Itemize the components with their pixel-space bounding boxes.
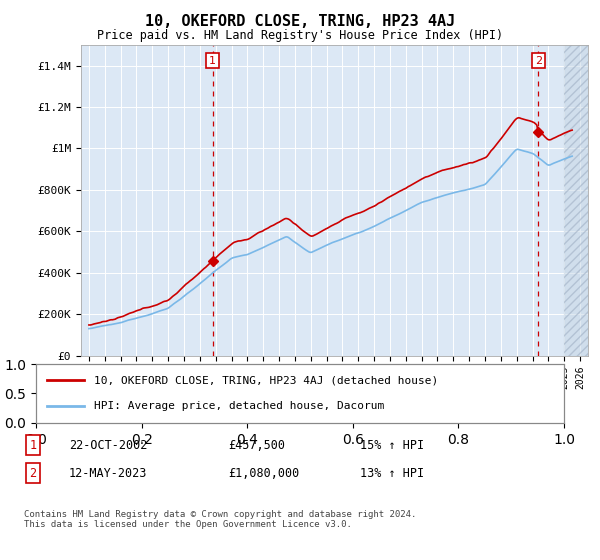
Text: 1: 1	[209, 55, 216, 66]
Text: 12-MAY-2023: 12-MAY-2023	[69, 466, 148, 480]
Text: 13% ↑ HPI: 13% ↑ HPI	[360, 466, 424, 480]
Text: 10, OKEFORD CLOSE, TRING, HP23 4AJ: 10, OKEFORD CLOSE, TRING, HP23 4AJ	[145, 14, 455, 29]
Text: 10, OKEFORD CLOSE, TRING, HP23 4AJ (detached house): 10, OKEFORD CLOSE, TRING, HP23 4AJ (deta…	[94, 375, 439, 385]
Text: 15% ↑ HPI: 15% ↑ HPI	[360, 438, 424, 452]
Text: Contains HM Land Registry data © Crown copyright and database right 2024.
This d: Contains HM Land Registry data © Crown c…	[24, 510, 416, 529]
Text: 2: 2	[29, 466, 37, 480]
Bar	[564, 45, 588, 356]
Text: Price paid vs. HM Land Registry's House Price Index (HPI): Price paid vs. HM Land Registry's House …	[97, 29, 503, 42]
Text: 22-OCT-2002: 22-OCT-2002	[69, 438, 148, 452]
Text: £1,080,000: £1,080,000	[228, 466, 299, 480]
Text: HPI: Average price, detached house, Dacorum: HPI: Average price, detached house, Daco…	[94, 402, 385, 412]
Text: 2: 2	[535, 55, 542, 66]
Bar	[564, 45, 588, 356]
Text: 1: 1	[29, 438, 37, 452]
Text: £457,500: £457,500	[228, 438, 285, 452]
